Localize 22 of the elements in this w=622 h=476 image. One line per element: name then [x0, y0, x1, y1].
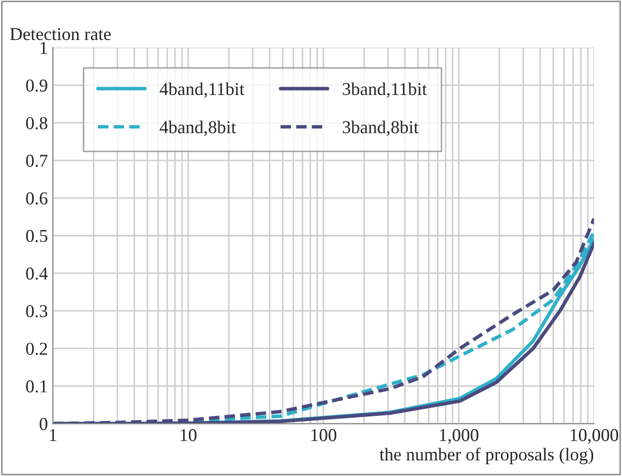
y-tick-label: 0.3	[26, 305, 48, 318]
y-tick-label: 0.5	[26, 230, 48, 242]
y-axis-title: Detection rate	[10, 28, 111, 40]
x-tick-label: 100	[311, 429, 336, 442]
legend-label: 3band,11bit	[342, 82, 427, 98]
x-tick-label: 10,000	[570, 429, 618, 444]
y-tick-label: 0.1	[26, 380, 47, 393]
legend-label: 3band,8bit	[342, 120, 419, 136]
x-tick-label: 10	[180, 429, 196, 442]
x-tick-label: 1	[50, 429, 56, 442]
y-tick-label: 0.2	[26, 342, 48, 355]
x-axis-title: the number of proposals (log)	[380, 448, 594, 464]
legend-label: 4band,11bit	[160, 82, 244, 98]
x-tick-label: 1,000	[440, 429, 478, 444]
legend-label: 4band,8bit	[160, 120, 236, 136]
y-tick-label: 0	[40, 418, 48, 430]
y-tick-label: 1	[40, 42, 47, 54]
y-tick-label: 0.6	[26, 192, 48, 205]
y-tick-label: 0.8	[26, 117, 48, 130]
y-tick-label: 0.4	[26, 267, 48, 280]
y-tick-label: 0.9	[26, 79, 48, 92]
y-tick-label: 0.7	[26, 154, 48, 167]
